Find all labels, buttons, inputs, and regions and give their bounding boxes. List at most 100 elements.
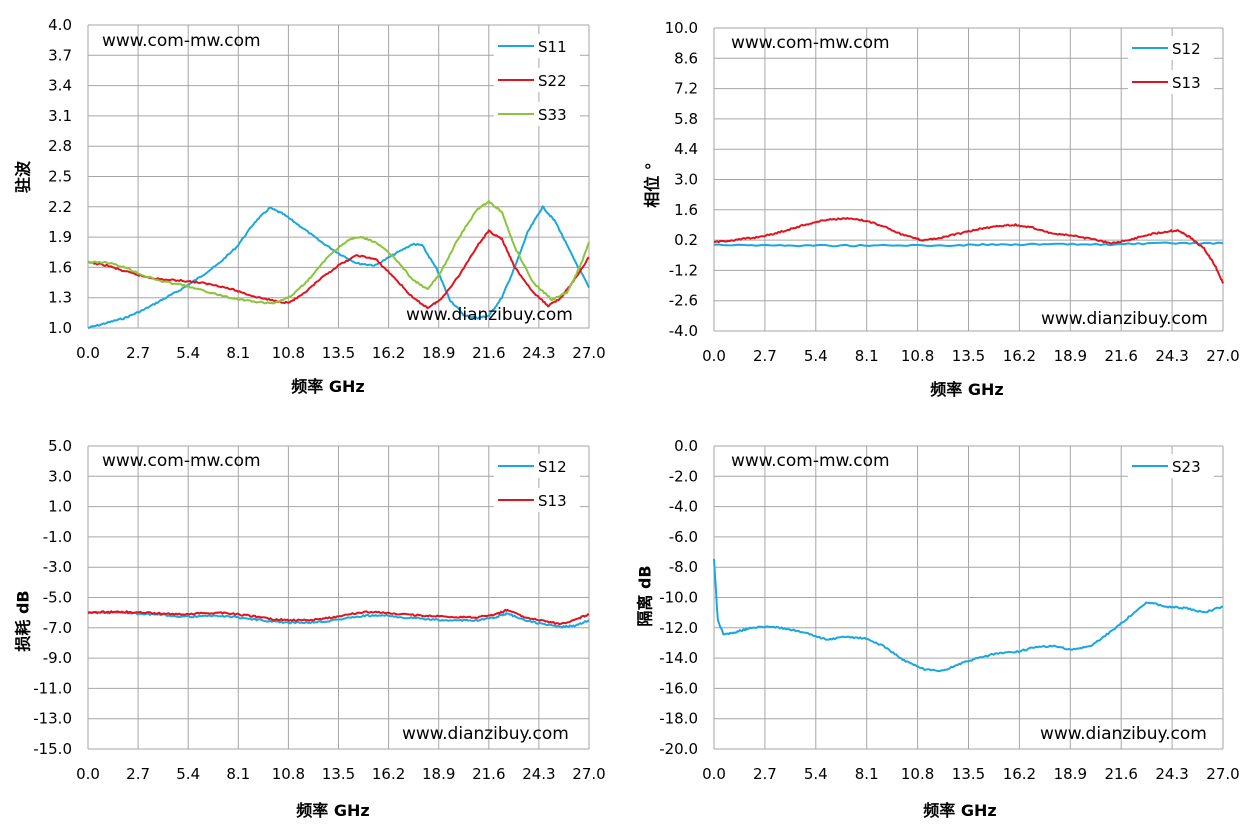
y-tick-label: 3.0: [48, 467, 72, 485]
y-tick-label: -2.6: [669, 292, 698, 310]
y-tick-label: -10.0: [659, 589, 698, 607]
y-tick-label: 1.0: [48, 498, 72, 516]
y-tick-label: -3.0: [43, 558, 72, 576]
legend-label: S13: [538, 492, 567, 510]
y-axis-label: 驻波: [14, 160, 33, 193]
y-axis-label: 相位 °: [643, 162, 662, 208]
series-line-s13: [713, 217, 1224, 284]
y-tick-label: -12.0: [659, 619, 698, 637]
x-tick-label: 2.7: [753, 765, 777, 783]
y-tick-label: -7.0: [43, 619, 72, 637]
legend-label: S12: [1172, 40, 1201, 58]
x-tick-label: 13.5: [322, 765, 355, 783]
y-tick-label: 1.0: [48, 319, 72, 337]
x-tick-label: 27.0: [1206, 347, 1239, 365]
y-tick-label: -20.0: [659, 740, 698, 758]
y-tick-label: 4.0: [48, 16, 72, 34]
x-tick-label: 5.4: [804, 765, 828, 783]
y-tick-label: 5.8: [674, 110, 698, 128]
y-tick-label: -18.0: [659, 710, 698, 728]
legend-label: S22: [538, 72, 567, 90]
y-tick-label: -6.0: [669, 528, 698, 546]
x-tick-label: 27.0: [572, 344, 605, 362]
y-tick-label: -13.0: [33, 710, 72, 728]
x-tick-label: 13.5: [952, 347, 985, 365]
x-tick-label: 18.9: [1054, 347, 1087, 365]
x-axis-label: 频率 GHz: [296, 801, 369, 820]
y-tick-label: 0.0: [674, 437, 698, 455]
x-tick-label: 24.3: [522, 344, 555, 362]
y-tick-label: 10.0: [665, 19, 698, 37]
watermark-text: www.com-mw.com: [102, 451, 261, 471]
y-tick-label: 1.6: [674, 201, 698, 219]
chart-3: 5.0 3.0 1.0 -1.0 -3.0 -5.0 -7.0 -9.0 -11.0 -13.0 -…: [14, 437, 606, 820]
x-tick-label: 21.6: [472, 344, 505, 362]
x-tick-label: 24.3: [522, 765, 555, 783]
series-line-s33: [87, 200, 590, 305]
x-tick-label: 0.0: [76, 344, 100, 362]
watermark-text: www.dianzibuy.com: [402, 724, 569, 744]
x-tick-label: 13.5: [322, 344, 355, 362]
legend-label: S33: [538, 106, 567, 124]
x-tick-label: 8.1: [855, 765, 879, 783]
y-tick-label: 3.4: [48, 77, 72, 95]
y-tick-label: 4.4: [674, 140, 698, 158]
series-line-s12: [87, 611, 590, 629]
x-tick-label: 10.8: [901, 765, 934, 783]
series-line-s22: [87, 229, 590, 310]
x-tick-label: 2.7: [753, 347, 777, 365]
series-line-s12: [713, 241, 1224, 248]
series-line-s11: [87, 205, 590, 329]
x-tick-label: 27.0: [1206, 765, 1239, 783]
y-axis-label: 隔离 dB: [636, 565, 655, 626]
x-tick-label: 13.5: [952, 765, 985, 783]
x-tick-label: 21.6: [1104, 347, 1137, 365]
x-tick-label: 16.2: [372, 765, 405, 783]
x-tick-label: 21.6: [472, 765, 505, 783]
y-axis-label: 损耗 dB: [14, 590, 33, 651]
x-tick-label: 24.3: [1155, 347, 1188, 365]
watermark-text: www.com-mw.com: [731, 33, 890, 53]
x-tick-label: 8.1: [226, 765, 250, 783]
x-tick-label: 16.2: [372, 344, 405, 362]
series-line-s23: [713, 559, 1224, 673]
legend-label: S23: [1172, 458, 1201, 476]
y-tick-label: -2.0: [669, 467, 698, 485]
x-tick-label: 10.8: [272, 344, 305, 362]
legend-label: S12: [538, 458, 567, 476]
y-tick-label: 2.8: [48, 137, 72, 155]
y-tick-label: 2.2: [48, 198, 72, 216]
x-tick-label: 10.8: [901, 347, 934, 365]
x-tick-label: 21.6: [1104, 765, 1137, 783]
x-tick-label: 2.7: [126, 765, 150, 783]
x-tick-label: 8.1: [855, 347, 879, 365]
y-tick-label: -14.0: [659, 649, 698, 667]
chart-1: 4.0 3.7 3.4 3.1 2.8 2.5 2.2 1.9 1.6 1.3 1.00.0 2.7 5…: [14, 16, 606, 396]
x-tick-label: 27.0: [572, 765, 605, 783]
y-tick-label: 3.7: [48, 46, 72, 64]
series-line-s13: [87, 608, 590, 626]
chart-4: 0.0 -2.0 -4.0 -6.0 -8.0 -10.0 -12.0 -14.0 -16.0 -…: [636, 437, 1240, 820]
watermark-text: www.dianzibuy.com: [406, 305, 573, 325]
y-tick-label: -8.0: [669, 558, 698, 576]
legend-label: S11: [538, 38, 567, 56]
x-tick-label: 18.9: [1054, 765, 1087, 783]
watermark-text: www.dianzibuy.com: [1041, 309, 1208, 329]
y-tick-label: -16.0: [659, 679, 698, 697]
y-tick-label: 1.3: [48, 289, 72, 307]
x-tick-label: 2.7: [126, 344, 150, 362]
y-tick-label: -4.0: [669, 322, 698, 340]
x-tick-label: 16.2: [1003, 347, 1036, 365]
x-axis-label: 频率 GHz: [930, 380, 1003, 399]
y-tick-label: 8.6: [674, 49, 698, 67]
y-tick-label: -11.0: [33, 679, 72, 697]
x-tick-label: 18.9: [422, 344, 455, 362]
watermark-text: www.com-mw.com: [731, 451, 890, 471]
x-tick-label: 18.9: [422, 765, 455, 783]
y-tick-label: 1.9: [48, 228, 72, 246]
y-tick-label: -1.0: [43, 528, 72, 546]
x-tick-label: 8.1: [226, 344, 250, 362]
y-tick-label: 2.5: [48, 168, 72, 186]
x-tick-label: 5.4: [176, 344, 200, 362]
y-tick-label: 3.0: [674, 171, 698, 189]
